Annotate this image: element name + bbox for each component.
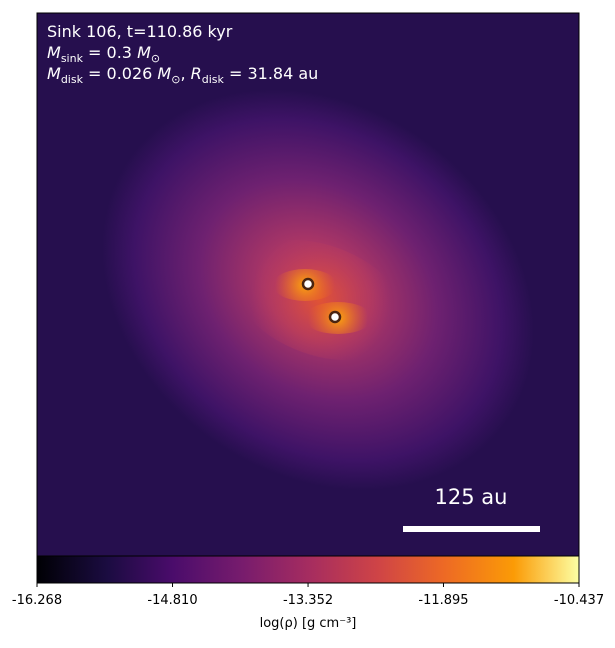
annotation-part: = 31.84 au [224, 64, 318, 83]
colorbar-ticks: -16.268 -14.810 -13.352 -11.895 -10.437 [12, 583, 604, 608]
colorbar-tick-label: -16.268 [12, 593, 62, 608]
colorbar-tick-label: -10.437 [554, 593, 604, 608]
annotation-part: Sink 106, t=110.86 kyr [47, 22, 233, 41]
annotation-part: sink [61, 52, 84, 65]
annotation-part: disk [202, 73, 225, 86]
annotation-part: = 0.026 [83, 64, 157, 83]
annotation-part: M [47, 43, 61, 62]
annotation: Sink 106, t=110.86 kyr [47, 22, 233, 41]
annotation-part: M [47, 64, 61, 83]
annotation: Msink = 0.3 M⊙ [47, 43, 160, 65]
annotation-part: , [180, 64, 190, 83]
scale-bar-label: 125 au [435, 485, 508, 509]
annotation-part: R [191, 64, 202, 83]
colorbar-tick-label: -13.352 [283, 593, 333, 608]
colorbar [36, 555, 580, 584]
annotation-part: = 0.3 [83, 43, 137, 62]
annotation-part: ⊙ [151, 52, 160, 65]
sink [328, 310, 342, 324]
annotation-part: M [137, 43, 151, 62]
sink [301, 277, 315, 291]
colorbar-tick-label: -11.895 [418, 593, 468, 608]
annotation-part: M [157, 64, 171, 83]
annotation-part: disk [61, 73, 84, 86]
colorbar-label: log(ρ) [g cm⁻³] [260, 616, 357, 631]
annotation-part: ⊙ [171, 73, 180, 86]
colorbar-tick-label: -14.810 [147, 593, 197, 608]
annotation: Mdisk = 0.026 M⊙, Rdisk = 31.84 au [47, 64, 318, 86]
